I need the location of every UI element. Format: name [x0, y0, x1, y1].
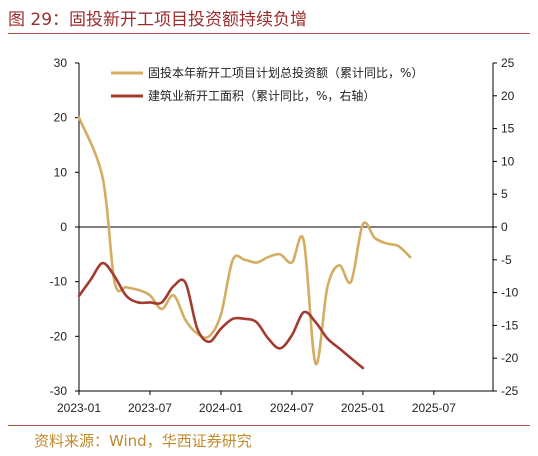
y-left-tick-label: 30: [54, 56, 68, 70]
y-right-tick-label: -10: [501, 286, 519, 300]
x-tick-label: 2024-07: [270, 401, 314, 415]
y-right-tick-label: -25: [501, 384, 519, 398]
series-line-1: [77, 116, 412, 366]
chart-legend: 固投本年新开工项目计划总投资额（累计同比，%） 建筑业新开工面积（累计同比，%，右…: [111, 65, 423, 103]
y-left-tick-label: -10: [50, 275, 68, 289]
y-right-tick-label: -5: [501, 253, 512, 267]
y-right-tick-label: 5: [501, 187, 508, 201]
chart-lines: [77, 116, 412, 370]
y-right-tick-label: 20: [501, 89, 515, 103]
figure-title: 图 29：固投新开工项目投资额持续负增: [8, 10, 308, 30]
y-right-tick-label: 10: [501, 154, 515, 168]
y-right-tick-label: 0: [501, 220, 508, 234]
x-tick-label: 2025-07: [412, 401, 456, 415]
title-rule: [8, 33, 530, 34]
y-right-tick-label: -20: [501, 351, 519, 365]
x-tick-label: 2023-07: [128, 401, 172, 415]
x-tick-label: 2023-01: [57, 401, 101, 415]
y-right-tick-label: -15: [501, 318, 519, 332]
legend-label-1: 固投本年新开工项目计划总投资额（累计同比，%）: [148, 65, 423, 80]
legend-label-2: 建筑业新开工面积（累计同比，%，右轴）: [148, 88, 375, 103]
y-left-tick-label: 0: [60, 220, 67, 234]
series-line-2: [77, 261, 365, 370]
y-left-tick-label: 20: [54, 111, 68, 125]
y-left-tick-label: 10: [54, 165, 68, 179]
y-right-tick-label: 25: [501, 56, 515, 70]
x-tick-label: 2025-01: [341, 401, 385, 415]
source-note: 资料来源：Wind，华西证券研究: [34, 432, 252, 450]
chart-axes: -30-20-100102030-25-20-15-10-50510152025…: [50, 56, 519, 415]
y-left-tick-label: -20: [50, 329, 68, 343]
y-right-tick-label: 15: [501, 122, 515, 136]
source-rule: [8, 425, 530, 426]
x-tick-label: 2024-01: [199, 401, 243, 415]
y-left-tick-label: -30: [50, 384, 68, 398]
